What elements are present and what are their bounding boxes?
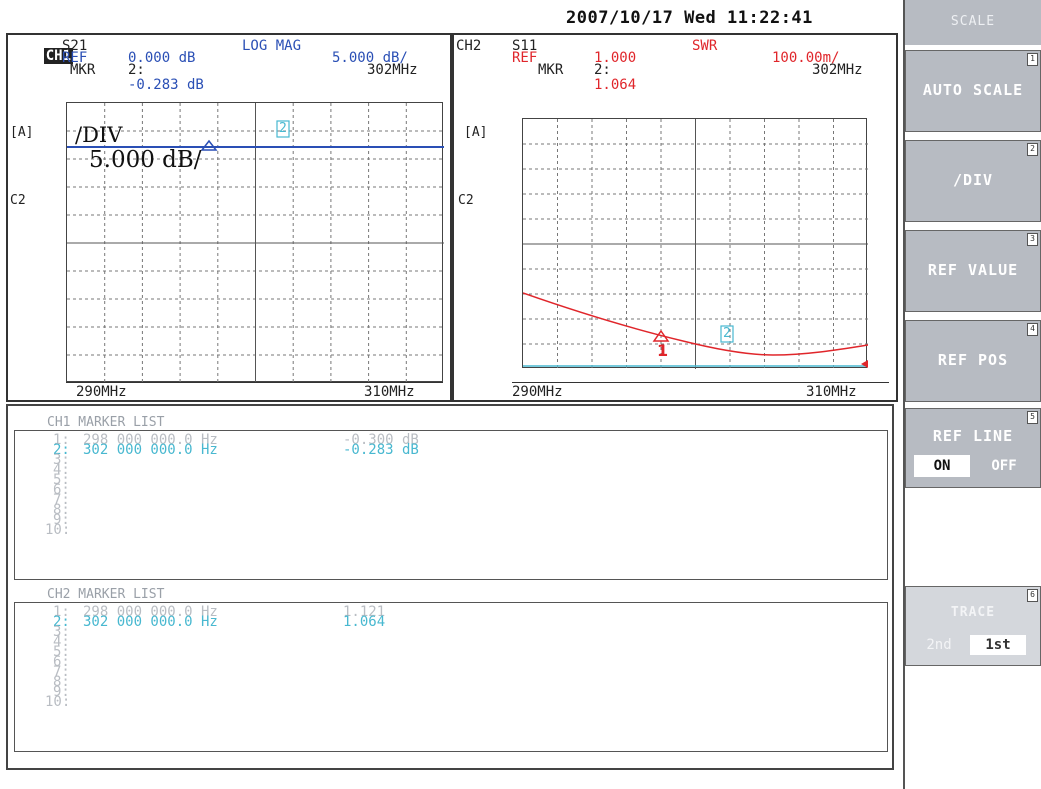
list-item: 6: [53,482,70,498]
ch2-marker2-tag: 2 [723,326,731,341]
softkey-4-icon: 4 [1027,323,1038,336]
div-button[interactable]: 2 /DIV [905,140,1041,222]
ch1-ref-pos-label: [A] [10,125,34,140]
ch2-format: SWR [692,38,718,54]
softkey-2-icon: 2 [1027,143,1038,156]
ref-pos-button[interactable]: 4 REF POS [905,320,1041,402]
ref-value-button[interactable]: 3 REF VALUE [905,230,1041,312]
marker-list-area: CH1 MARKER LIST 1: 298 000 000.0 Hz -0.300… [6,404,894,770]
ch2-grid: 1 2 [522,118,868,369]
ch1-pane: CH1 S21 REF 0.000 dB LOG MAG 5.000 dB/ M… [6,33,452,402]
ch2-marker1-tag: 1 [657,341,669,360]
ch2-plot [523,119,868,369]
datetime: 2007/10/17 Wed 11:22:41 [566,8,813,28]
ch2-pane: CH2 S11 REF 1.000 SWR 100.00m/ MKR 2: 30… [452,33,898,402]
ch1-ref-value: 0.000 dB [128,50,196,66]
ch1-marker1-icon [200,139,218,151]
list-item: 3: [53,624,70,640]
list-item: 10: [45,522,71,538]
softkey-panel: SCALE 1 AUTO SCALE 2 /DIV 3 REF VALUE 4 … [903,0,1041,789]
ch1-plot [67,103,444,383]
ch2-marker2-icon [720,325,734,343]
softkey-6-icon: 6 [1027,589,1038,602]
ch2-marker1-icon [652,329,670,342]
ch1-badge: CH1 [43,48,74,64]
list-item: 9: [53,684,70,700]
ch1-grid: 2 /DIV 5.000 dB/ [66,102,444,383]
ch2-label: CH2 [456,38,482,54]
ch1-stop-freq: 310MHz [364,384,415,400]
ch1-marker-rows: 1: 298 000 000.0 Hz -0.300 dB 2: 302 000 00… [45,432,419,537]
list-item: 2: 302 000 000.0 Hz -0.283 dB [53,442,419,458]
ch2-scale: 100.00m/ [772,50,840,66]
list-item: 5: [53,644,70,660]
ch2-c2-label: C2 [458,193,474,208]
ch1-marker-list-title: CH1 MARKER LIST [45,415,167,430]
list-item: 7: [53,492,70,508]
ref-line-button[interactable]: 5 REF LINE ON OFF [905,408,1041,488]
list-item: 9: [53,512,70,528]
menu-title: SCALE [905,0,1041,45]
empty-softkey-6 [905,492,1041,584]
auto-scale-button[interactable]: 1 AUTO SCALE [905,50,1041,132]
list-item: 1: 298 000 000.0 Hz 1.121 [53,604,386,620]
ch2-trace [523,292,868,356]
softkey-3-icon: 3 [1027,233,1038,246]
ref-line-on-toggle[interactable]: ON [914,455,970,477]
ch2-mkr-num: 2: [594,62,611,78]
list-item: 2: 302 000 000.0 Hz 1.064 [53,614,386,630]
ch1-ref-label: REF [62,50,88,66]
ch2-freq-axis [512,382,889,383]
ch1-mkr-freq: 302MHz [367,62,418,78]
softkey-5-icon: 5 [1027,411,1038,424]
trace-1st-toggle[interactable]: 1st [970,635,1026,655]
ch2-ref-pos-label: [A] [464,125,488,140]
ch2-ref-pointer-icon [861,360,868,368]
list-item: 8: [53,674,70,690]
ch2-stop-freq: 310MHz [806,384,857,400]
ch2-mkr-value: 1.064 [594,77,637,93]
ch1-mkr-value: -0.283 dB [128,77,204,93]
ch2-mkr-label: MKR [538,62,564,78]
ch1-marker-list: CH1 MARKER LIST 1: 298 000 000.0 Hz -0.300… [14,415,888,580]
list-item: 3: [53,452,70,468]
trace-button[interactable]: 6 TRACE 2nd 1st [905,586,1041,666]
list-item: 4: [53,634,70,650]
list-item: 10: [45,694,71,710]
ch1-freq-axis [66,382,443,383]
ch1-overlay-div: /DIV [75,123,123,147]
ch1-c2-label: C2 [10,193,26,208]
ch1-param: S21 [62,38,88,54]
ch2-marker-list: CH2 MARKER LIST 1: 298 000 000.0 Hz 1.121 … [14,587,888,752]
ch2-param: S11 [512,38,538,54]
list-item: 8: [53,502,70,518]
ch1-format: LOG MAG [242,38,302,54]
list-item: 4: [53,462,70,478]
list-item: 5: [53,472,70,488]
ch2-marker-rows: 1: 298 000 000.0 Hz 1.121 2: 302 000 000.0 … [45,604,386,709]
ch1-mkr-num: 2: [128,62,145,78]
ch1-marker2-icon [276,120,290,138]
list-item: 1: 298 000 000.0 Hz -0.300 dB [53,432,419,448]
ch1-header: CH1 [10,37,74,76]
ref-line-off-toggle[interactable]: OFF [991,458,1017,474]
ch1-start-freq: 290MHz [76,384,127,400]
ch1-overlay-value: 5.000 dB/ [89,147,202,173]
softkey-1-icon: 1 [1027,53,1038,66]
ch2-ref-label: REF [512,50,538,66]
ch1-scale: 5.000 dB/ [332,50,408,66]
trace-2nd-toggle[interactable]: 2nd [926,637,952,653]
list-item: 7: [53,664,70,680]
ch2-mkr-freq: 302MHz [812,62,863,78]
ch2-marker-list-title: CH2 MARKER LIST [45,587,167,602]
ch2-ref-value: 1.000 [594,50,637,66]
ch1-marker2-tag: 2 [279,121,287,136]
ch2-start-freq: 290MHz [512,384,563,400]
ch1-mkr-label: MKR [70,62,96,78]
list-item: 6: [53,654,70,670]
